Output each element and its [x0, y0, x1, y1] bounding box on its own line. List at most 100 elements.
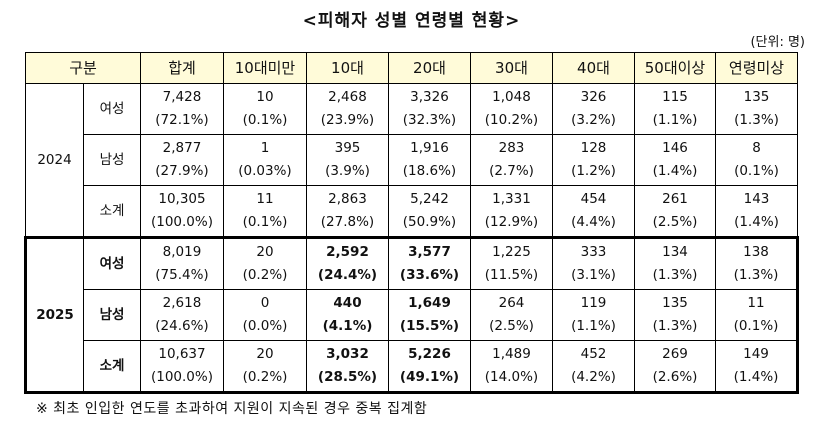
count-value: 5,226 — [408, 346, 451, 362]
header-30s: 30대 — [470, 52, 553, 84]
gender-label: 소계 — [83, 340, 141, 394]
percent-value: (1.1%) — [652, 112, 698, 128]
gender-label: 소계 — [83, 185, 141, 238]
count-value: 2,618 — [162, 295, 202, 311]
table-row: 소계 10,637 (100.0%) 20 (0.2%) 3,032 (28.5%) 5,22… — [26, 340, 799, 394]
count-value: 1 — [260, 140, 270, 156]
percent-value: (49.1%) — [399, 369, 460, 385]
count-value: 454 — [580, 191, 607, 207]
percent-value: (75.4%) — [155, 267, 209, 283]
count-value: 2,468 — [328, 89, 367, 105]
percent-value: (18.6%) — [402, 163, 457, 179]
percent-value: (0.03%) — [238, 163, 292, 179]
percent-value: (0.0%) — [242, 318, 288, 334]
value-cell: 11 (0.1%) — [715, 289, 799, 341]
count-value: 1,916 — [410, 140, 449, 156]
victim-stats-table: 구분 합계 10대미만 10대 20대 30대 40대 50대이상 연령미상 2… — [24, 52, 799, 394]
value-cell: 333 (3.1%) — [552, 236, 635, 290]
value-cell: 1,331 (12.9%) — [470, 185, 553, 238]
count-value: 149 — [743, 346, 769, 362]
value-cell: 1,916 (18.6%) — [388, 134, 471, 186]
percent-value: (1.4%) — [652, 163, 698, 179]
percent-value: (3.2%) — [571, 112, 616, 128]
count-value: 20 — [256, 346, 274, 362]
percent-value: (23.9%) — [320, 112, 375, 128]
count-value: 333 — [580, 244, 607, 260]
value-cell: 146 (1.4%) — [634, 134, 716, 186]
gender-label: 여성 — [83, 83, 141, 135]
count-value: 1,331 — [492, 191, 531, 207]
value-cell: 454 (4.4%) — [552, 185, 635, 238]
unit-label: (단위: 명) — [750, 35, 805, 50]
count-value: 10,305 — [158, 191, 206, 207]
value-cell: 20 (0.2%) — [223, 236, 307, 290]
header-total: 합계 — [140, 52, 224, 84]
value-cell: 128 (1.2%) — [552, 134, 635, 186]
header-50plus: 50대이상 — [634, 52, 716, 84]
value-cell: 10,305 (100.0%) — [140, 185, 224, 238]
value-cell: 1,048 (10.2%) — [470, 83, 553, 135]
header-10s: 10대 — [306, 52, 389, 84]
value-cell: 11 (0.1%) — [223, 185, 307, 238]
percent-value: (1.1%) — [571, 318, 616, 334]
value-cell: 261 (2.5%) — [634, 185, 716, 238]
count-value: 135 — [743, 89, 770, 105]
table-row: 소계 10,305 (100.0%) 11 (0.1%) 2,863 (27.8%) 5,24… — [26, 185, 798, 238]
percent-value: (0.2%) — [242, 369, 288, 385]
percent-value: (1.2%) — [571, 163, 616, 179]
value-cell: 10,637 (100.0%) — [140, 340, 224, 394]
value-cell: 2,863 (27.8%) — [306, 185, 389, 238]
value-cell: 2,877 (27.9%) — [140, 134, 224, 186]
value-cell: 395 (3.9%) — [306, 134, 389, 186]
footnote: ※ 최초 인입한 연도를 초과하여 지원이 지속된 경우 중복 집계함 — [36, 401, 428, 417]
percent-value: (0.1%) — [242, 112, 288, 128]
value-cell: 115 (1.1%) — [634, 83, 716, 135]
percent-value: (14.0%) — [484, 369, 539, 385]
value-cell: 10 (0.1%) — [223, 83, 307, 135]
count-value: 11 — [256, 191, 274, 207]
year-cell: 2025 — [24, 236, 84, 394]
value-cell: 119 (1.1%) — [552, 289, 635, 341]
header-20s: 20대 — [388, 52, 471, 84]
count-value: 1,489 — [492, 346, 531, 362]
value-cell: 3,577 (33.6%) — [388, 236, 471, 290]
percent-value: (0.1%) — [734, 163, 779, 179]
value-cell: 440 (4.1%) — [306, 289, 389, 341]
percent-value: (10.2%) — [484, 112, 539, 128]
percent-value: (2.7%) — [489, 163, 534, 179]
header-under10: 10대미만 — [223, 52, 307, 84]
count-value: 395 — [334, 140, 361, 156]
value-cell: 5,226 (49.1%) — [388, 340, 471, 394]
count-value: 3,032 — [326, 346, 369, 362]
value-cell: 3,326 (32.3%) — [388, 83, 471, 135]
count-value: 115 — [662, 89, 688, 105]
count-value: 283 — [498, 140, 525, 156]
value-cell: 452 (4.2%) — [552, 340, 635, 394]
gender-label: 남성 — [83, 134, 141, 186]
value-cell: 2,618 (24.6%) — [140, 289, 224, 341]
header-row: 구분 합계 10대미만 10대 20대 30대 40대 50대이상 연령미상 — [25, 52, 798, 84]
percent-value: (72.1%) — [155, 112, 209, 128]
percent-value: (4.2%) — [571, 369, 616, 385]
count-value: 119 — [580, 295, 607, 311]
count-value: 8,019 — [162, 244, 202, 260]
count-value: 20 — [256, 244, 274, 260]
percent-value: (4.4%) — [571, 214, 616, 230]
value-cell: 1,649 (15.5%) — [388, 289, 471, 341]
percent-value: (0.1%) — [242, 214, 288, 230]
percent-value: (3.9%) — [325, 163, 370, 179]
percent-value: (1.3%) — [733, 267, 779, 283]
count-value: 261 — [662, 191, 688, 207]
count-value: 134 — [662, 244, 688, 260]
count-value: 2,592 — [326, 244, 369, 260]
value-cell: 283 (2.7%) — [470, 134, 553, 186]
value-cell: 2,468 (23.9%) — [306, 83, 389, 135]
table-row: 2025 여성 8,019 (75.4%) 20 (0.2%) 2,592 (24.4%) 3,… — [24, 236, 799, 394]
value-cell: 143 (1.4%) — [715, 185, 798, 238]
count-value: 269 — [662, 346, 688, 362]
value-cell: 134 (1.3%) — [634, 236, 716, 290]
percent-value: (50.9%) — [402, 214, 457, 230]
percent-value: (12.9%) — [484, 214, 539, 230]
count-value: 1,225 — [492, 244, 531, 260]
value-cell: 7,428 (72.1%) — [140, 83, 224, 135]
